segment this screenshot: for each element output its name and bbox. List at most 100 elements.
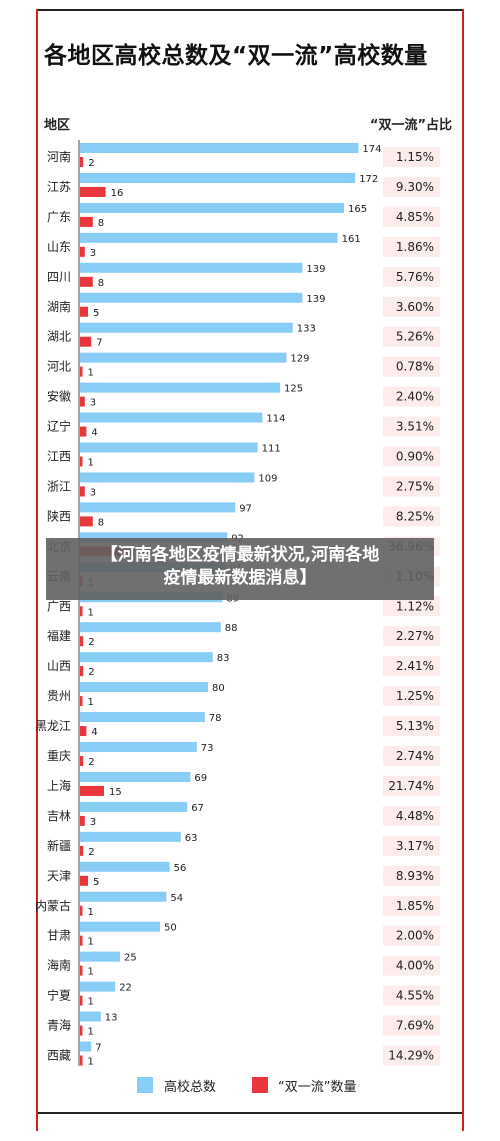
region-column-header: 地区	[44, 118, 71, 133]
total-bar	[80, 143, 359, 153]
ratio-value-label: 1.12%	[396, 599, 434, 613]
ratio-cell	[383, 386, 440, 407]
total-value-label: 80	[212, 683, 225, 694]
total-value-label: 111	[262, 444, 281, 455]
total-bar	[80, 172, 356, 183]
total-value-label: 25	[124, 953, 137, 964]
double-bar	[80, 905, 83, 916]
double-bar	[80, 456, 83, 467]
total-bar	[80, 712, 205, 723]
total-bar	[80, 801, 188, 812]
double-bar	[80, 875, 88, 886]
total-value-label: 73	[201, 743, 214, 754]
region-label: 新疆	[47, 838, 71, 853]
total-bar	[80, 622, 221, 633]
double-value-label: 1	[88, 1027, 94, 1038]
double-value-label: 1	[88, 458, 94, 469]
ratio-cell	[383, 416, 440, 437]
ratio-cell	[383, 686, 440, 707]
total-bar	[80, 532, 228, 543]
total-value-label: 129	[290, 354, 309, 365]
double-bar	[80, 336, 92, 347]
double-value-label: 1	[88, 937, 94, 948]
total-bar	[80, 472, 255, 483]
ratio-cell	[383, 356, 440, 377]
total-bar	[80, 352, 287, 363]
region-label: 甘肃	[47, 929, 71, 943]
total-value-label: 56	[174, 863, 187, 874]
ratio-cell	[383, 476, 440, 497]
region-label: 福建	[47, 628, 71, 643]
double-value-label: 1	[88, 967, 94, 978]
ratio-value-label: 3.51%	[396, 420, 434, 434]
double-value-label: 1	[88, 907, 94, 918]
total-bar	[80, 382, 280, 393]
ratio-value-label: 1.86%	[396, 240, 434, 254]
ratio-value-label: 4.85%	[396, 210, 434, 224]
total-bar	[80, 831, 181, 842]
double-bar	[80, 726, 87, 737]
ratio-value-label: 2.75%	[396, 479, 434, 493]
region-label: 江苏	[47, 180, 71, 194]
total-value-label: 22	[119, 983, 132, 994]
ratio-cell	[383, 716, 440, 737]
ratio-value-label: 2.40%	[396, 390, 434, 404]
total-value-label: 161	[342, 234, 361, 245]
double-bar	[80, 366, 83, 377]
double-value-label: 15	[109, 787, 122, 798]
ratio-cell	[383, 326, 440, 347]
double-value-label: 1	[88, 997, 94, 1008]
overlay-line-1: 【河南各地区疫情最新状况,河南各地	[100, 545, 380, 565]
ratio-cell	[383, 596, 440, 617]
ratio-cell	[383, 266, 440, 287]
region-label: 宁夏	[47, 988, 71, 1003]
total-bar	[80, 981, 116, 992]
ratio-value-label: 9.30%	[396, 180, 434, 194]
total-value-label: 174	[362, 144, 381, 155]
ratio-cell	[383, 865, 440, 886]
ratio-value-label: 4.55%	[396, 989, 434, 1003]
total-bar	[80, 502, 236, 513]
ratio-cell	[383, 176, 440, 197]
total-bar	[80, 1041, 92, 1052]
double-value-label: 4	[91, 727, 97, 738]
double-bar	[80, 486, 85, 497]
double-value-label: 7	[96, 338, 102, 349]
double-bar	[80, 965, 83, 976]
region-label: 陕西	[47, 508, 71, 523]
ratio-value-label: 1.25%	[396, 689, 434, 703]
double-value-label: 3	[90, 487, 96, 498]
double-bar	[80, 935, 83, 946]
double-bar	[80, 216, 93, 227]
double-value-label: 5	[93, 877, 99, 888]
ratio-cell	[383, 206, 440, 227]
ratio-value-label: 0.90%	[396, 450, 434, 464]
total-bar	[80, 1011, 101, 1022]
double-bar	[80, 815, 85, 826]
region-label: 天津	[47, 869, 71, 883]
region-label: 广西	[47, 599, 71, 613]
ratio-cell	[383, 835, 440, 856]
ratio-value-label: 4.00%	[396, 959, 434, 973]
double-value-label: 1	[88, 368, 94, 379]
ratio-cell	[383, 446, 440, 467]
ratio-cell	[383, 925, 440, 946]
double-bar	[80, 1025, 83, 1036]
total-value-label: 83	[217, 653, 230, 664]
ratio-value-label: 3.17%	[396, 839, 434, 853]
double-bar	[80, 276, 93, 287]
total-value-label: 172	[359, 174, 378, 185]
legend-swatch-double	[252, 1077, 268, 1093]
total-value-label: 7	[95, 1043, 101, 1054]
double-value-label: 1	[88, 1057, 94, 1068]
ratio-value-label: 5.13%	[396, 719, 434, 733]
ratio-value-label: 2.27%	[396, 629, 434, 643]
total-bar	[80, 921, 160, 932]
ratio-cell	[383, 805, 440, 826]
total-bar	[80, 232, 338, 243]
ratio-value-label: 8.93%	[396, 869, 434, 883]
total-value-label: 13	[105, 1013, 118, 1024]
ratio-cell	[383, 147, 440, 167]
ratio-cell	[383, 236, 440, 257]
double-value-label: 1	[88, 607, 94, 618]
